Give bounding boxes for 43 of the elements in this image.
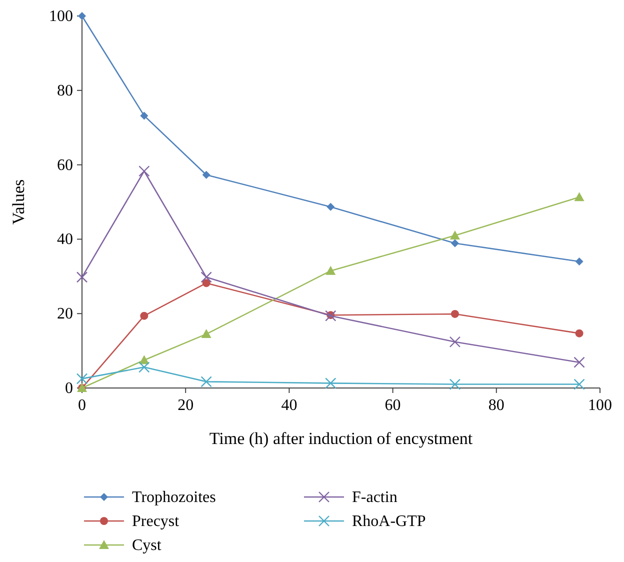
y-tick-label: 100	[49, 8, 73, 25]
point	[450, 230, 460, 240]
x-tick-label: 40	[281, 397, 298, 414]
y-tick-label: 60	[57, 156, 73, 174]
point	[449, 336, 461, 348]
x-tick-label: 80	[488, 397, 504, 414]
point	[574, 356, 585, 368]
y-tick-label: 40	[57, 231, 73, 248]
x-tick-label: 60	[384, 397, 401, 414]
point	[325, 378, 336, 389]
point	[140, 312, 148, 320]
point	[326, 202, 335, 211]
point	[200, 272, 212, 283]
y-tick-label: 80	[57, 82, 73, 100]
legend-label: F-actin	[352, 489, 398, 506]
x-tick-label: 100	[588, 397, 612, 414]
legend-label: Cyst	[132, 537, 162, 554]
point	[138, 362, 150, 373]
point	[574, 192, 584, 202]
legend-label: Trophozoites	[132, 489, 216, 506]
point	[575, 258, 584, 266]
point	[202, 279, 210, 288]
point	[450, 310, 459, 318]
x-axis-title: Time (h) after induction of encystment	[209, 429, 473, 448]
y-tick-label: 0	[65, 380, 73, 397]
point	[450, 239, 459, 248]
point	[138, 166, 150, 177]
x-tick-label: 20	[178, 397, 194, 414]
point	[200, 376, 212, 388]
legend-label: Precyst	[132, 513, 180, 530]
point	[575, 329, 584, 338]
point	[201, 329, 212, 338]
x-tick-label: 0	[78, 397, 86, 414]
point	[202, 170, 210, 179]
point	[140, 112, 148, 120]
point	[449, 378, 461, 390]
y-axis-title: Values	[9, 179, 28, 225]
y-tick-label: 20	[57, 306, 73, 323]
point	[76, 373, 88, 384]
point	[326, 266, 336, 275]
point	[574, 378, 585, 390]
point	[76, 272, 88, 283]
legend-label: RhoA-GTP	[352, 513, 426, 530]
